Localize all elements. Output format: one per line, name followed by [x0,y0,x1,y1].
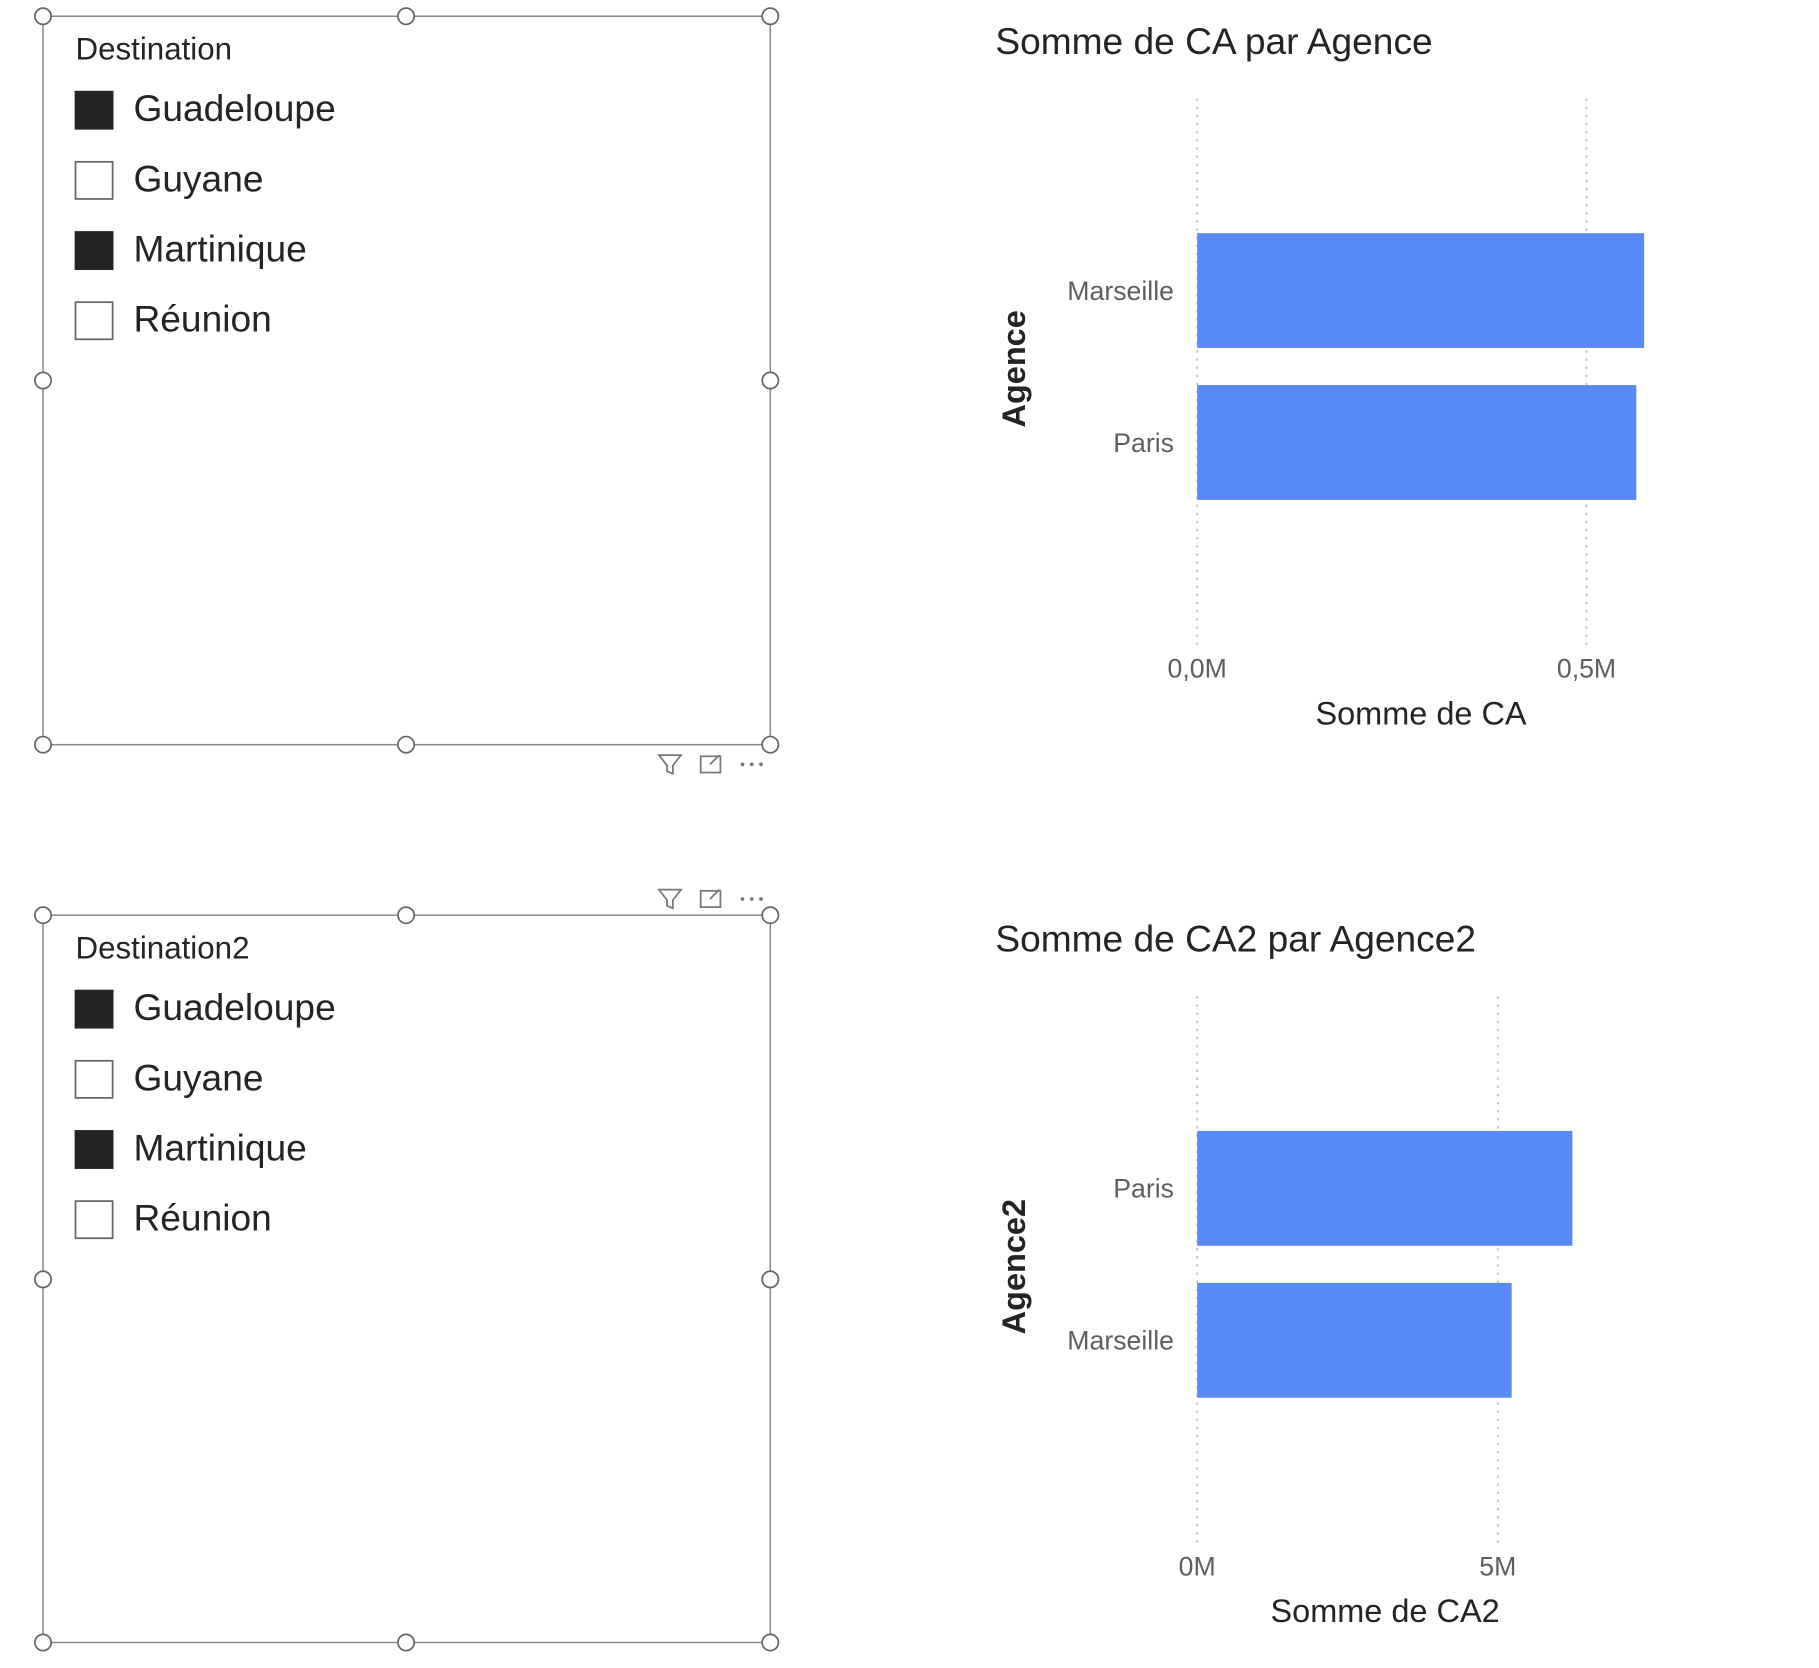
slicer-item-label[interactable]: Guyane [133,1056,263,1098]
slicer-item-label[interactable]: Guyane [133,157,263,199]
y-tick-label: Paris [1113,1174,1174,1204]
checkbox[interactable] [74,1200,114,1240]
x-tick-label: 5M [1479,1551,1516,1581]
checkbox[interactable] [74,989,114,1029]
checkbox[interactable] [74,160,114,200]
slicer-item-label[interactable]: Réunion [133,1197,271,1239]
bar[interactable] [1197,1130,1573,1246]
chart-title: Somme de CA par Agence [995,20,1432,62]
slicer-item-label[interactable]: Martinique [133,1126,306,1168]
y-tick-label: Marseille [1067,1326,1174,1356]
y-tick-label: Paris [1113,428,1174,458]
slicer-title: Destination2 [76,930,250,965]
slicer-frame [34,7,780,754]
slicer-item-label[interactable]: Réunion [133,298,271,340]
visual-header-icons[interactable] [657,754,763,775]
checkbox[interactable] [74,1130,114,1169]
slicer-item-label[interactable]: Guadeloupe [133,986,335,1028]
slicer-item-label[interactable]: Guadeloupe [133,87,335,129]
slicer-item-label[interactable]: Martinique [133,228,306,270]
x-tick-label: 0,5M [1557,653,1616,683]
visual-header-icons[interactable] [657,888,763,910]
checkbox[interactable] [74,1059,114,1099]
y-axis-title: Agence [996,310,1032,427]
chart-title: Somme de CA2 par Agence2 [995,918,1476,960]
y-tick-label: Marseille [1067,276,1174,306]
bar[interactable] [1197,233,1645,348]
bar[interactable] [1197,1282,1512,1398]
slicer-frame [34,906,780,1652]
checkbox[interactable] [74,231,114,270]
x-axis-title: Somme de CA [1315,695,1526,731]
bar[interactable] [1197,385,1637,500]
x-tick-label: 0,0M [1168,653,1227,683]
checkbox[interactable] [74,90,114,130]
y-axis-title: Agence2 [996,1199,1032,1334]
checkbox[interactable] [74,301,114,341]
x-axis-title: Somme de CA2 [1270,1593,1499,1629]
slicer-title: Destination [76,31,233,66]
x-tick-label: 0M [1179,1551,1216,1581]
